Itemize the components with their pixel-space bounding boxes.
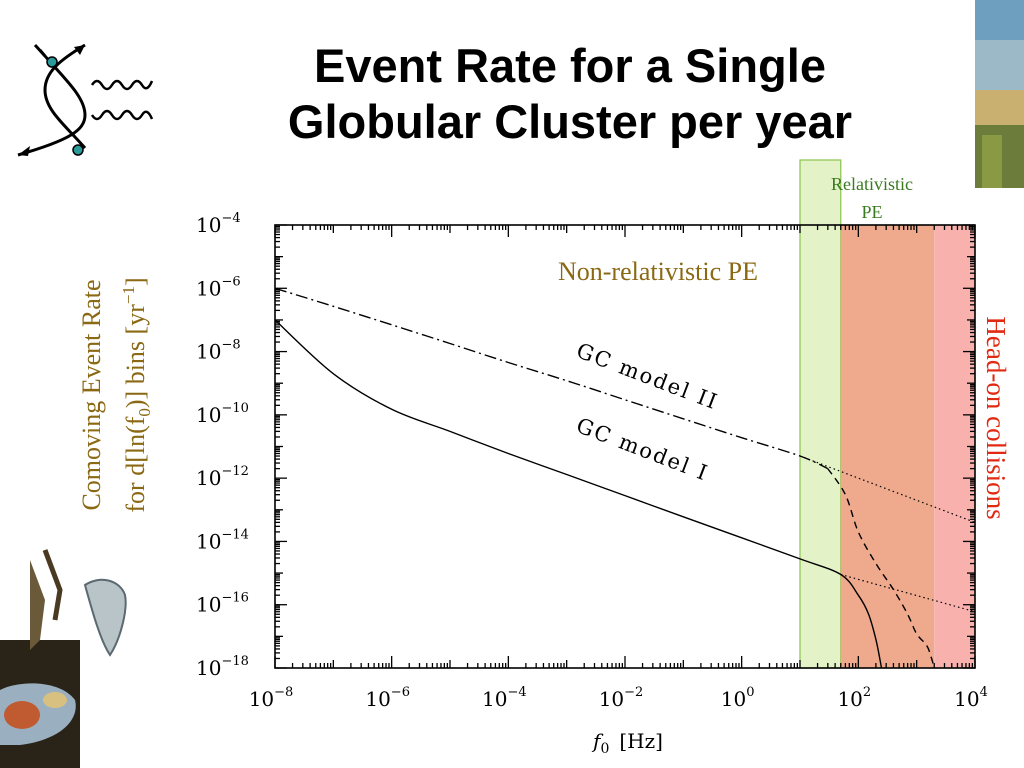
plot-frame	[274, 224, 976, 669]
series-gc-model-ii	[274, 287, 829, 470]
slide-title-line-1: Event Rate for a Single	[314, 39, 826, 92]
y-axis-label-prefix: for d[ln(f	[121, 416, 150, 512]
series-dotted-continuation	[840, 573, 976, 613]
chart-series	[274, 287, 976, 669]
relativistic-pe-label-line-2: PE	[861, 202, 882, 222]
y-tick-label: 10−16	[196, 591, 249, 617]
x-tick-label: 10−8	[249, 685, 294, 711]
x-tick-label: 102	[837, 685, 871, 711]
y-axis-label-mid: )] bins [yr	[121, 304, 150, 408]
x-tick-label: 100	[721, 685, 755, 711]
feynman-diagram-icon	[17, 43, 154, 157]
x-axis-label: f0 [Hz]	[591, 729, 663, 757]
x-axis-label-unit: [Hz]	[619, 729, 663, 753]
landscape-painting-fragment	[975, 0, 1024, 188]
region-overlap	[840, 225, 935, 668]
y-tick-label: 10−18	[196, 654, 249, 680]
region-relativistic-pe	[799, 159, 842, 669]
x-tick-label: 104	[954, 685, 988, 711]
x-tick-label: 10−2	[599, 685, 644, 711]
y-tick-label: 10−12	[196, 464, 249, 490]
y-tick-label: 10−14	[196, 527, 249, 553]
y-tick-label: 10−8	[196, 338, 241, 364]
gc-model-i-label: GC model I	[573, 413, 712, 485]
relativistic-pe-label-line-1: Relativistic	[831, 174, 913, 194]
y-axis-label-sup: −1	[119, 286, 138, 304]
y-tick-label: 10−4	[196, 211, 241, 237]
chart-regions	[799, 159, 975, 669]
x-tick-label: 10−4	[482, 685, 527, 711]
x-tick-label: 10−6	[365, 685, 410, 711]
slide-title-line-2: Globular Cluster per year	[287, 95, 853, 148]
y-axis-label-line-1: Comoving Event Rate	[77, 279, 106, 510]
series-gc-model-i	[274, 319, 883, 669]
y-axis-label-line-2: for d[ln(f0)] bins [yr−1]	[119, 277, 154, 512]
y-axis-label-suffix: ]	[121, 277, 150, 286]
non-relativistic-pe-label: Non-relativistic PE	[558, 257, 758, 286]
x-axis-label-sub: 0	[600, 741, 609, 757]
slide-title: Event Rate for a Single Globular Cluster…	[190, 38, 950, 150]
melting-clocks-painting	[0, 549, 127, 768]
y-tick-label: 10−10	[196, 401, 249, 427]
series-dotted-continuation	[799, 455, 976, 523]
series-dashed-continuation	[827, 468, 935, 669]
gc-model-ii-label: GC model II	[573, 338, 722, 414]
y-tick-label: 10−6	[196, 274, 241, 300]
y-axis-label-sub: 0	[135, 408, 154, 417]
head-on-collisions-label: Head-on collisions	[981, 316, 1011, 519]
